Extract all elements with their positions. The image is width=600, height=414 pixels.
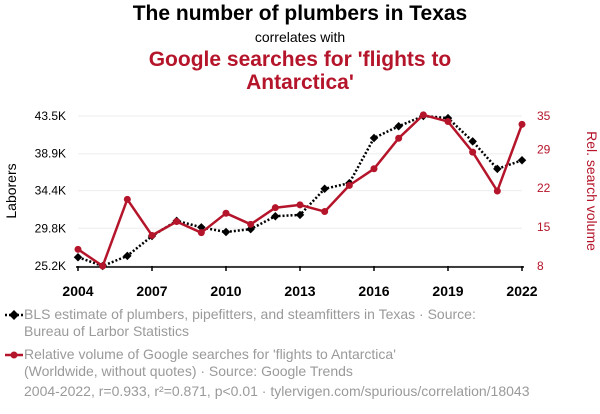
data-point-searches	[123, 195, 131, 203]
data-point-plumbers	[468, 137, 477, 146]
y-right-tick-label: 15	[537, 220, 551, 234]
data-point-plumbers	[271, 212, 280, 221]
data-point-searches	[370, 165, 378, 173]
y-right-tick-label: 29	[537, 142, 551, 156]
x-tick-label: 2010	[210, 283, 241, 299]
data-point-searches	[518, 120, 526, 128]
data-point-searches	[197, 229, 205, 237]
legend-item-searches-line1: Relative volume of Google searches for '…	[24, 346, 396, 362]
data-point-searches	[469, 148, 477, 156]
data-point-searches	[173, 218, 181, 226]
legend-item-plumbers-line1: BLS estimate of plumbers, pipefitters, a…	[24, 306, 476, 322]
data-point-plumbers	[295, 210, 305, 220]
data-point-searches	[148, 231, 156, 239]
y-left-tick-label: 38.9K	[35, 147, 66, 161]
y-left-tick-label: 43.5K	[35, 109, 66, 123]
chart-title-secondary: Google searches for 'flights to Antarcti…	[148, 48, 452, 94]
legend-item-plumbers: BLS estimate of plumbers, pipefitters, a…	[5, 306, 584, 340]
data-point-searches	[345, 181, 353, 189]
x-tick-label: 2019	[432, 283, 463, 299]
data-point-plumbers	[123, 251, 132, 261]
y-left-tick-label: 34.4K	[35, 184, 66, 198]
legend-item-plumbers-line2: Bureau of Larbor Statistics	[24, 323, 189, 339]
data-point-searches	[247, 220, 255, 228]
data-point-searches	[222, 209, 230, 217]
data-point-plumbers	[493, 164, 502, 174]
x-tick-label: 2013	[284, 283, 315, 299]
x-tick-label: 2004	[62, 283, 93, 299]
data-point-plumbers	[517, 156, 527, 165]
y-left-axis-label: Laborers	[3, 163, 19, 218]
legend-marker-black-dotted-icon	[5, 310, 23, 320]
y-right-tick-label: 8	[537, 259, 544, 273]
x-tick-label: 2022	[506, 283, 537, 299]
legend-item-searches-line2: (Worldwide, without quotes) · Source: Go…	[24, 363, 353, 379]
y-left-tick-label: 29.8K	[35, 221, 66, 235]
data-point-plumbers	[369, 133, 379, 143]
data-point-plumbers	[394, 122, 403, 131]
data-point-searches	[74, 245, 82, 253]
legend-item-searches: Relative volume of Google searches for '…	[5, 346, 584, 380]
x-tick-label: 2016	[358, 283, 389, 299]
y-left-tick-label: 25.2K	[35, 259, 66, 273]
x-tick-label: 2007	[136, 283, 167, 299]
data-point-searches	[321, 208, 329, 216]
data-point-searches	[99, 262, 107, 270]
data-point-searches	[493, 187, 501, 195]
chart: 25.2K 29.8K 34.4K 38.9K 43.5K 8 15 22 29 35 2004 20…	[3, 109, 600, 299]
data-point-searches	[296, 201, 304, 209]
data-point-plumbers	[320, 184, 329, 194]
data-point-searches	[271, 204, 279, 212]
chart-title: The number of plumbers in Texas	[132, 2, 468, 25]
data-point-plumbers	[221, 227, 231, 237]
footer-stats: 2004-2022, r=0.933, r²=0.871, p<0.01 · t…	[24, 383, 530, 399]
y-right-axis-label: Rel. search volume	[584, 131, 600, 251]
data-point-searches	[395, 134, 403, 142]
data-point-plumbers	[73, 252, 83, 262]
legend-marker-red-solid-icon	[5, 351, 23, 359]
y-right-tick-label: 35	[537, 109, 551, 123]
chart-subtitle: correlates with	[254, 29, 346, 45]
data-point-searches	[444, 118, 452, 126]
y-right-tick-label: 22	[537, 181, 551, 195]
data-point-searches	[419, 111, 427, 119]
